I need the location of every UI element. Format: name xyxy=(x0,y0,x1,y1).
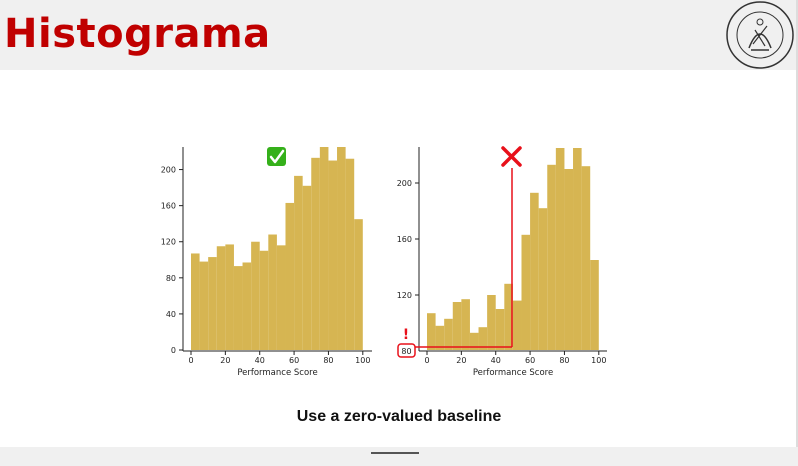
x-tick-label: 80 xyxy=(323,356,333,365)
histogram-bar xyxy=(573,148,582,350)
histogram-bar xyxy=(345,158,355,350)
histogram-bar xyxy=(590,260,599,350)
histogram-bar xyxy=(208,257,217,350)
histogram-bar xyxy=(268,234,277,350)
x-tick-label: 100 xyxy=(591,356,606,365)
x-tick-label: 20 xyxy=(456,356,466,365)
histogram-bar xyxy=(294,175,303,350)
histogram-right: 0 20 40 60 80 100 120 160 200 Performance Score 80… xyxy=(397,146,607,378)
histogram-bar xyxy=(233,266,243,350)
histogram-bar xyxy=(547,164,556,350)
x-axis-label: Performance Score xyxy=(237,368,317,378)
slide-title: Histograma xyxy=(4,11,271,57)
y-tick-label: 160 xyxy=(161,202,176,211)
histogram-left: 0 20 40 60 80 100 0 40 80 120 160 200 Performance Sc… xyxy=(161,147,372,378)
histogram-bar xyxy=(469,332,479,350)
histogram-bar xyxy=(276,245,286,350)
university-seal-logo xyxy=(726,1,794,69)
histogram-bar xyxy=(354,219,363,350)
slide-edge xyxy=(796,0,798,466)
slide-footer xyxy=(0,447,798,466)
x-tick-label: 60 xyxy=(525,356,535,365)
histogram-bar xyxy=(444,318,453,350)
histogram-bar xyxy=(427,313,436,350)
histogram-bar xyxy=(216,246,226,350)
footer-divider xyxy=(371,452,419,454)
histogram-bar xyxy=(487,295,496,350)
histogram-bar xyxy=(452,302,462,350)
cross-mark-stroke xyxy=(501,146,522,167)
histogram-bar xyxy=(435,325,445,350)
x-tick-label: 100 xyxy=(355,356,370,365)
x-tick-label: 20 xyxy=(220,356,230,365)
cross-mark-icon xyxy=(501,146,522,167)
x-tick-label: 40 xyxy=(491,356,501,365)
histogram-bar xyxy=(478,327,488,350)
y-tick-label: 80 xyxy=(166,274,176,283)
histogram-bar xyxy=(328,160,338,350)
y-tick-label: 0 xyxy=(171,346,176,355)
x-tick-label: 0 xyxy=(424,356,429,365)
histogram-bar xyxy=(251,241,260,350)
histogram-bar xyxy=(242,262,252,350)
check-mark-stroke xyxy=(269,149,285,164)
histogram-bar xyxy=(504,283,513,350)
x-tick-label: 60 xyxy=(289,356,299,365)
histogram-bar xyxy=(311,157,320,350)
histogram-bar xyxy=(259,250,269,350)
histogram-bar xyxy=(191,253,200,350)
histogram-bar xyxy=(461,299,470,350)
y-tick-label: 200 xyxy=(397,179,412,188)
histogram-bar xyxy=(530,192,539,350)
histogram-bar xyxy=(319,147,329,350)
x-axis-label: Performance Score xyxy=(473,368,553,378)
y-tick-label: 200 xyxy=(161,166,176,175)
warning-exclamation: ! xyxy=(403,327,409,343)
y-tick-label: 160 xyxy=(397,235,412,244)
slide-header xyxy=(0,0,798,70)
histogram-bar xyxy=(337,147,346,350)
y-tick-label: 120 xyxy=(161,238,176,247)
y-tick-label: 120 xyxy=(397,291,412,300)
y-tick-label: 40 xyxy=(166,310,176,319)
histogram-bar xyxy=(581,166,591,350)
x-tick-label: 80 xyxy=(559,356,569,365)
histogram-bar xyxy=(521,234,531,350)
histogram-bar xyxy=(538,208,548,350)
histogram-bar xyxy=(302,185,312,350)
histogram-bar xyxy=(285,202,295,350)
x-tick-label: 40 xyxy=(255,356,265,365)
slide-caption: Use a zero-valued baseline xyxy=(296,408,502,425)
histogram-bar xyxy=(225,244,234,350)
histogram-bar xyxy=(512,300,522,350)
histogram-bar xyxy=(199,261,209,350)
histogram-bar xyxy=(495,309,505,350)
x-tick-label: 0 xyxy=(188,356,193,365)
check-mark-icon xyxy=(267,147,286,166)
highlighted-baseline-tick: 80 xyxy=(397,343,416,358)
highlighted-tick-label: 80 xyxy=(401,347,411,356)
histogram-bar xyxy=(555,148,565,350)
histogram-bar xyxy=(564,169,574,350)
highlight-box xyxy=(397,343,416,358)
